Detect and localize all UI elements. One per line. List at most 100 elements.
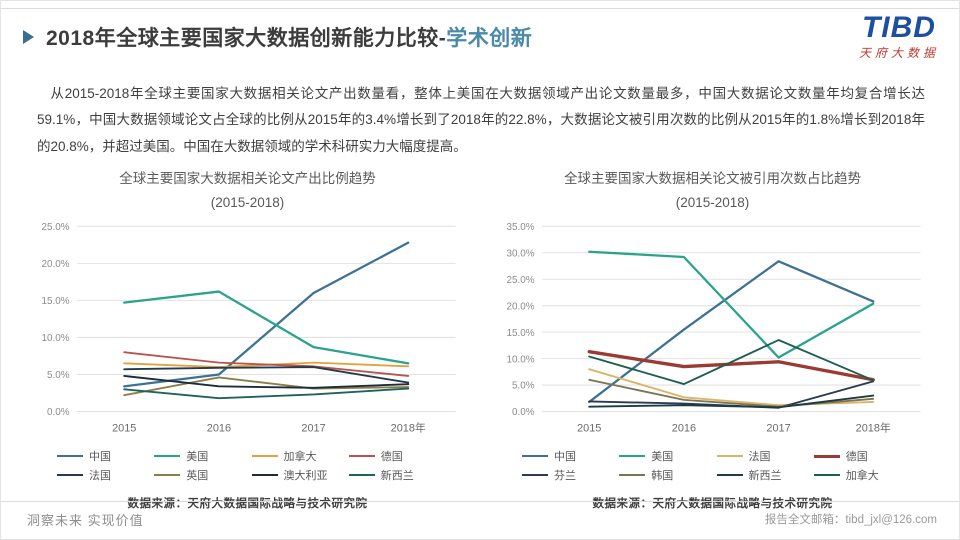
logo-text: TIBD <box>861 11 936 44</box>
page-title-main: 2018年全球主要国家大数据创新能力比较- <box>46 27 447 50</box>
line-chart: 0.0% 5.0% 10.0% 15.0% 20.0% 25.0% 30.0% 35.0% 20… <box>494 218 931 439</box>
legend-label: 法国 <box>89 470 111 483</box>
chart-legend: 中国 美国 加拿大 德国法国 英国 澳大利亚 新西兰 <box>29 448 466 483</box>
legend-item: 德国 <box>348 448 438 464</box>
legend-swatch-icon <box>619 455 646 458</box>
legend-swatch-icon <box>348 455 375 458</box>
legend-item: 英国 <box>154 467 243 483</box>
legend-item: 中国 <box>522 448 611 464</box>
chart-title-line: 全球主要国家大数据相关论文被引用次数占比趋势 <box>564 171 861 186</box>
chart-legend: 中国 美国 法国 德国芬兰 韩国 新西兰 加拿大 <box>494 448 931 483</box>
legend-label: 新西兰 <box>380 470 414 483</box>
legend-swatch-icon <box>813 474 840 477</box>
svg-text:2015: 2015 <box>112 422 136 434</box>
legend-swatch-icon <box>154 474 181 477</box>
legend-label: 中国 <box>89 451 111 464</box>
svg-text:20.0%: 20.0% <box>507 301 535 312</box>
svg-text:5.0%: 5.0% <box>512 380 535 391</box>
chart-source: 数据来源：天府大数据国际战略与技术研究院 <box>592 498 833 511</box>
footer-divider <box>1 501 959 502</box>
legend-swatch-icon <box>619 474 646 477</box>
legend-item: 法国 <box>716 448 806 464</box>
page-title: 2018年全球主要国家大数据创新能力比较-学术创新 <box>46 22 532 52</box>
legend-swatch-icon <box>522 455 548 458</box>
chart-subtitle: (2015-2018) <box>675 195 750 211</box>
legend-label: 法国 <box>748 451 771 464</box>
svg-text:2018年: 2018年 <box>391 420 426 434</box>
svg-text:35.0%: 35.0% <box>507 222 535 233</box>
legend-item: 美国 <box>154 448 243 464</box>
legend-item: 澳大利亚 <box>251 467 341 483</box>
line-chart-svg: 0.0% 5.0% 10.0% 15.0% 20.0% 25.0% 2015 2016 2017… <box>42 222 456 434</box>
chart-papers-output: 全球主要国家大数据相关论文产出比例趋势 (2015-2018) 0.0% 5.0%… <box>29 167 466 511</box>
svg-text:2016: 2016 <box>672 422 696 434</box>
legend-swatch-icon <box>57 455 83 458</box>
chart-title-line: 全球主要国家大数据相关论文产出比例趋势 <box>119 171 376 186</box>
legend-label: 英国 <box>186 470 209 483</box>
svg-text:20.0%: 20.0% <box>42 259 70 270</box>
line-chart: 0.0% 5.0% 10.0% 15.0% 20.0% 25.0% 2015 2016 2017… <box>29 218 466 439</box>
svg-text:2016: 2016 <box>207 422 231 434</box>
svg-text:0.0%: 0.0% <box>512 407 535 418</box>
legend-item: 法国 <box>57 467 146 483</box>
chart-citations-share: 全球主要国家大数据相关论文被引用次数占比趋势 (2015-2018) 0.0% 5… <box>494 167 931 511</box>
legend-label: 美国 <box>186 451 209 464</box>
svg-text:2015: 2015 <box>577 422 601 434</box>
legend-label: 芬兰 <box>554 470 576 483</box>
legend-item: 中国 <box>57 448 146 464</box>
legend-label: 澳大利亚 <box>283 470 328 483</box>
footer-email: 报告全文邮箱：tibd_jxl@126.com <box>764 514 937 526</box>
legend-label: 美国 <box>651 451 674 464</box>
legend-item: 美国 <box>619 448 708 464</box>
brand-logo: TIBD 天府大数据 <box>859 11 939 60</box>
chart-source: 数据来源：天府大数据国际战略与技术研究院 <box>127 498 368 511</box>
legend-swatch-icon <box>522 474 548 477</box>
legend-swatch-icon <box>251 474 278 477</box>
chart-subtitle: (2015-2018) <box>210 195 285 211</box>
legend-label: 加拿大 <box>845 470 879 483</box>
svg-text:2017: 2017 <box>766 422 790 434</box>
legend-item: 新西兰 <box>348 467 438 483</box>
chart-title: 全球主要国家大数据相关论文被引用次数占比趋势 (2015-2018) <box>494 167 931 216</box>
legend-label: 韩国 <box>651 470 674 483</box>
footer-slogan: 洞察未来 实现价值 <box>27 513 144 528</box>
legend-swatch-icon <box>813 454 840 458</box>
legend-item: 加拿大 <box>251 448 341 464</box>
header: 2018年全球主要国家大数据创新能力比较-学术创新 <box>23 22 532 52</box>
svg-text:5.0%: 5.0% <box>47 370 70 381</box>
legend-label: 加拿大 <box>283 451 317 464</box>
chart-section: 全球主要国家大数据相关论文产出比例趋势 (2015-2018) 0.0% 5.0%… <box>29 167 931 511</box>
legend-item: 德国 <box>813 448 903 464</box>
legend-label: 中国 <box>554 451 576 464</box>
legend-swatch-icon <box>716 474 743 477</box>
svg-text:10.0%: 10.0% <box>42 333 70 344</box>
page-title-accent: 学术创新 <box>446 27 533 50</box>
svg-text:2018年: 2018年 <box>856 420 891 434</box>
svg-text:25.0%: 25.0% <box>42 222 70 233</box>
svg-text:15.0%: 15.0% <box>42 296 70 307</box>
intro-paragraph: 从2015-2018年全球主要国家大数据相关论文产出数量看，整体上美国在大数据领… <box>37 86 925 154</box>
legend-item: 新西兰 <box>716 467 806 483</box>
title-bullet-icon <box>23 30 34 44</box>
legend-item: 加拿大 <box>813 467 903 483</box>
legend-label: 德国 <box>380 451 403 464</box>
legend-label: 新西兰 <box>748 470 782 483</box>
line-chart-svg: 0.0% 5.0% 10.0% 15.0% 20.0% 25.0% 30.0% 35.0% 20… <box>507 222 921 434</box>
svg-text:15.0%: 15.0% <box>507 327 535 338</box>
svg-text:25.0%: 25.0% <box>507 274 535 285</box>
legend-item: 芬兰 <box>522 467 611 483</box>
legend-swatch-icon <box>154 455 181 458</box>
svg-text:10.0%: 10.0% <box>507 354 535 365</box>
legend-swatch-icon <box>251 455 278 458</box>
legend-swatch-icon <box>716 455 743 458</box>
svg-text:30.0%: 30.0% <box>507 248 535 259</box>
legend-label: 德国 <box>845 451 868 464</box>
legend-swatch-icon <box>348 474 375 477</box>
svg-text:2017: 2017 <box>301 422 325 434</box>
legend-swatch-icon <box>57 474 83 477</box>
chart-title: 全球主要国家大数据相关论文产出比例趋势 (2015-2018) <box>29 167 466 216</box>
svg-text:0.0%: 0.0% <box>47 407 70 418</box>
top-divider <box>1 8 959 9</box>
legend-item: 韩国 <box>619 467 708 483</box>
